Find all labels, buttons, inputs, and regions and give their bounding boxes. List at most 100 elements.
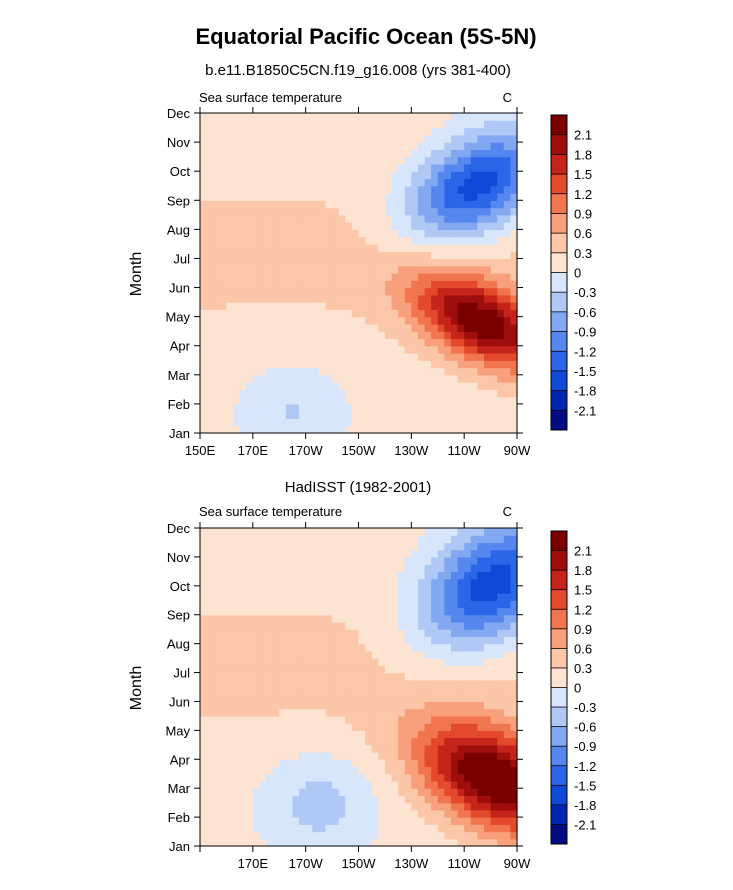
field-cell bbox=[457, 360, 465, 369]
field-cell bbox=[371, 323, 379, 332]
field-cell bbox=[200, 236, 208, 245]
field-cell bbox=[226, 113, 234, 121]
field-cell bbox=[272, 593, 280, 601]
field-cell bbox=[450, 287, 459, 296]
field-cell bbox=[391, 382, 399, 390]
field-cell bbox=[365, 193, 373, 201]
colorbar-swatch bbox=[551, 804, 567, 825]
field-cell bbox=[285, 824, 294, 833]
field-cell bbox=[299, 730, 307, 739]
field-cell bbox=[391, 593, 399, 601]
field-cell bbox=[272, 564, 280, 572]
field-cell bbox=[483, 163, 492, 172]
colorbar-label: -1.8 bbox=[574, 384, 596, 399]
field-cell bbox=[431, 403, 439, 412]
field-cell bbox=[233, 374, 241, 383]
field-cell bbox=[384, 737, 393, 746]
field-cell bbox=[371, 367, 379, 376]
field-cell bbox=[318, 418, 327, 427]
field-cell bbox=[503, 687, 511, 695]
field-cell bbox=[358, 113, 366, 121]
field-cell bbox=[351, 200, 360, 209]
field-cell bbox=[332, 788, 340, 797]
field-cell bbox=[285, 345, 294, 354]
field-cell bbox=[464, 309, 472, 318]
field-cell bbox=[483, 672, 492, 681]
field-cell bbox=[437, 802, 445, 811]
field-cell bbox=[477, 585, 485, 594]
field-cell bbox=[391, 824, 399, 833]
field-cell bbox=[464, 542, 472, 551]
field-cell bbox=[497, 564, 505, 572]
field-cell bbox=[252, 142, 261, 150]
field-cell bbox=[483, 418, 492, 427]
field-cell bbox=[503, 360, 511, 369]
field-cell bbox=[378, 171, 386, 180]
field-cell bbox=[239, 824, 247, 833]
field-cell bbox=[503, 788, 511, 797]
field-cell bbox=[219, 258, 228, 267]
field-cell bbox=[391, 694, 399, 703]
field-cell bbox=[233, 127, 241, 136]
field-cell bbox=[213, 679, 221, 688]
field-cell bbox=[318, 309, 327, 318]
field-cell bbox=[338, 542, 346, 551]
field-cell bbox=[318, 650, 327, 659]
field-cell bbox=[318, 694, 327, 703]
field-cell bbox=[411, 382, 419, 390]
field-cell bbox=[332, 280, 340, 289]
field-cell bbox=[338, 120, 346, 129]
field-cell bbox=[200, 788, 208, 797]
field-cell bbox=[200, 353, 208, 361]
field-cell bbox=[351, 258, 360, 267]
field-cell bbox=[470, 374, 478, 383]
field-cell bbox=[299, 200, 307, 209]
y-tick-label: Mar bbox=[168, 368, 191, 383]
field-cell bbox=[444, 280, 452, 289]
field-cell bbox=[252, 687, 261, 695]
field-cell bbox=[325, 338, 333, 347]
field-cell bbox=[325, 723, 333, 731]
field-cell bbox=[219, 171, 228, 180]
field-cell bbox=[279, 831, 287, 840]
field-cell bbox=[279, 780, 287, 789]
field-cell bbox=[470, 403, 478, 412]
field-cell bbox=[464, 425, 472, 434]
field-cell bbox=[424, 338, 432, 347]
field-cell bbox=[404, 650, 412, 659]
field-cell bbox=[384, 730, 393, 739]
field-cell bbox=[483, 120, 492, 129]
field-cell bbox=[457, 178, 465, 187]
field-cell bbox=[497, 418, 505, 427]
field-cell bbox=[431, 425, 439, 434]
field-cell bbox=[206, 672, 214, 681]
field-cell bbox=[226, 585, 234, 594]
field-cell bbox=[252, 396, 261, 405]
field-cell bbox=[391, 120, 399, 129]
field-cell bbox=[497, 338, 505, 347]
field-cell bbox=[378, 535, 386, 544]
field-cell bbox=[424, 403, 432, 412]
field-cell bbox=[226, 280, 234, 289]
field-cell bbox=[226, 382, 234, 390]
field-cell bbox=[200, 737, 208, 746]
field-cell bbox=[213, 528, 221, 536]
field-cell bbox=[325, 687, 333, 695]
field-cell bbox=[398, 643, 406, 652]
field-cell bbox=[219, 149, 228, 158]
field-cell bbox=[510, 780, 518, 789]
field-cell bbox=[490, 542, 498, 551]
field-cell bbox=[252, 222, 261, 230]
field-cell bbox=[345, 723, 353, 731]
field-cell bbox=[503, 345, 511, 354]
field-cell bbox=[246, 178, 254, 187]
field-cell bbox=[325, 528, 333, 536]
field-cell bbox=[226, 672, 234, 681]
field-cell bbox=[450, 737, 459, 746]
field-cell bbox=[226, 679, 234, 688]
field-cell bbox=[325, 389, 333, 398]
field-cell bbox=[351, 273, 360, 281]
field-cell bbox=[325, 316, 333, 325]
field-cell bbox=[219, 650, 228, 659]
field-cell bbox=[345, 236, 353, 245]
